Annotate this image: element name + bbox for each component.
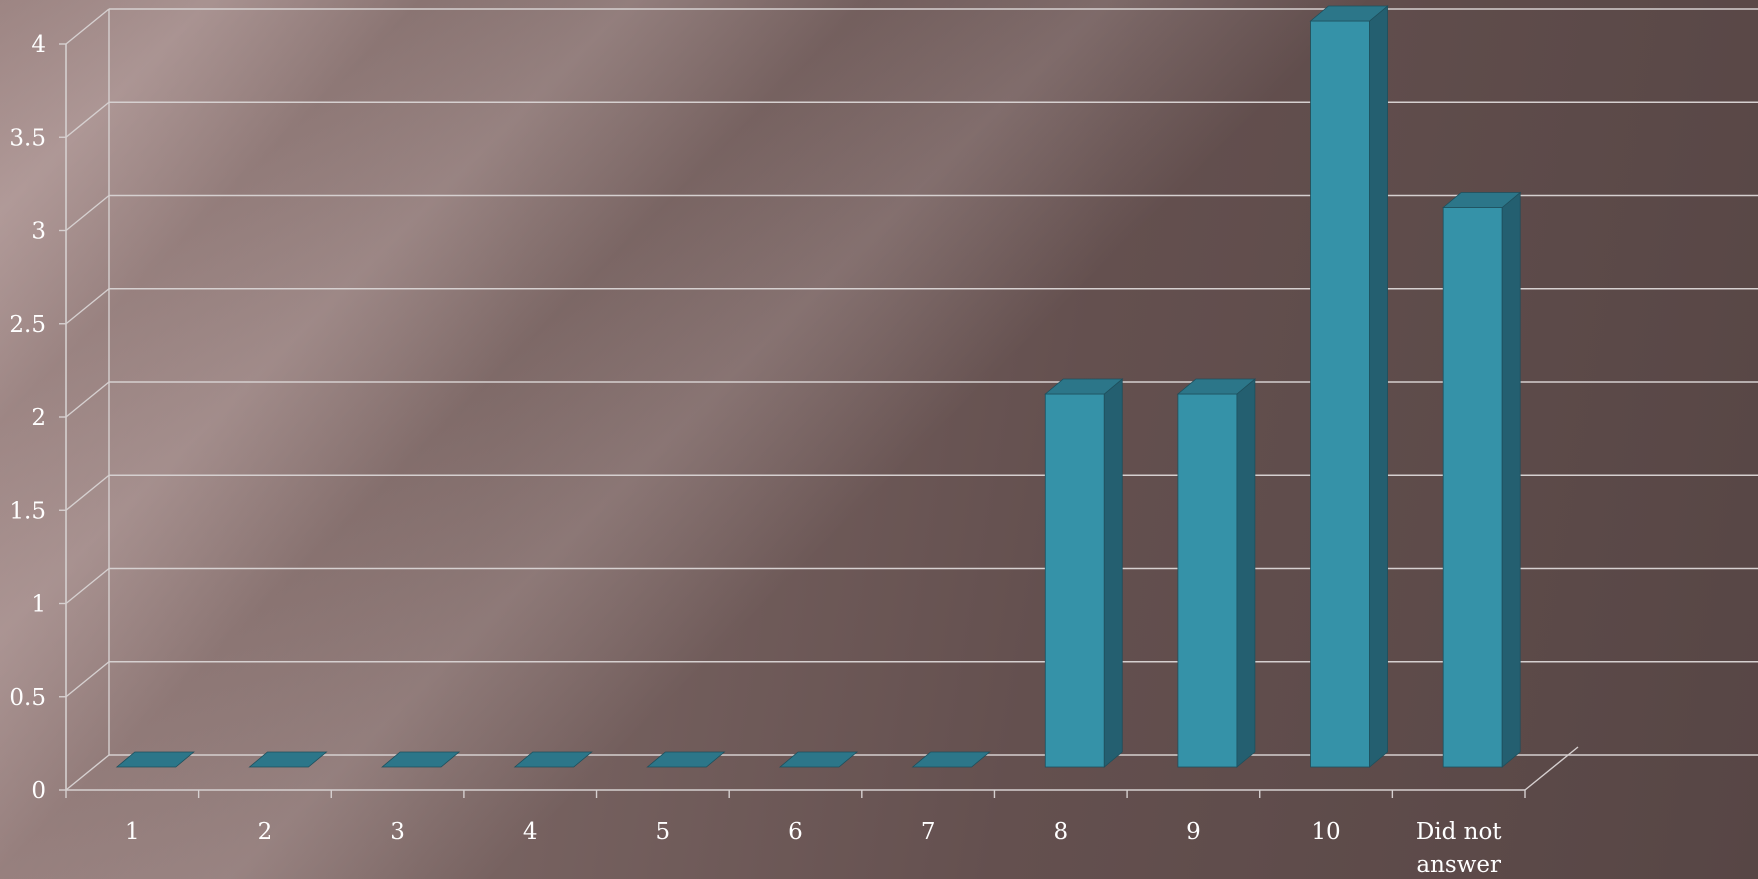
y-tick-label: 0.5 bbox=[9, 685, 46, 711]
bar-top bbox=[380, 751, 461, 768]
x-tick-label: 7 bbox=[921, 819, 936, 845]
bar-side bbox=[1103, 378, 1123, 768]
bar-side bbox=[1369, 5, 1388, 768]
bar bbox=[380, 751, 461, 768]
bar bbox=[1176, 378, 1257, 768]
bar-side bbox=[1501, 191, 1521, 768]
y-tick-label: 0 bbox=[31, 778, 46, 804]
y-tick-label: 4 bbox=[31, 32, 46, 58]
gridline-side bbox=[65, 474, 110, 511]
bar-front bbox=[1044, 393, 1105, 768]
y-tick-label: 3 bbox=[31, 219, 46, 245]
bar bbox=[911, 751, 991, 768]
bar-side bbox=[1236, 378, 1256, 768]
x-tick-label: 5 bbox=[656, 819, 671, 845]
axis-layer bbox=[59, 43, 1579, 798]
x-tick-label: 10 bbox=[1311, 819, 1340, 845]
bar-front bbox=[1310, 20, 1370, 768]
bar-top bbox=[1309, 5, 1389, 22]
gridline-side bbox=[65, 8, 110, 45]
gridline-side bbox=[65, 194, 110, 232]
bar bbox=[1044, 378, 1124, 768]
label-layer: 0 0.5 1 1.5 2 2.5 3 3.5 4 1 2 3 4 5 6 7 8 9 10 Did not answe… bbox=[9, 32, 1502, 878]
bar-top bbox=[1176, 378, 1257, 395]
x-tick-label: 2 bbox=[258, 819, 273, 845]
bar-top bbox=[513, 751, 593, 768]
bar-top bbox=[911, 751, 991, 768]
gridline-side bbox=[65, 567, 110, 605]
gridline-side bbox=[65, 754, 110, 791]
bar bbox=[1442, 191, 1522, 768]
bar-top bbox=[1442, 192, 1522, 208]
y-tick-label: 2 bbox=[31, 405, 46, 431]
x-tick-label: Did not answer bbox=[1416, 819, 1502, 878]
y-tick-label: 1 bbox=[31, 592, 46, 618]
bar-layer bbox=[115, 5, 1522, 768]
bar-top bbox=[646, 751, 726, 768]
bar bbox=[248, 751, 328, 768]
bar-top bbox=[1044, 378, 1124, 395]
bar bbox=[115, 751, 195, 768]
gridline-side bbox=[65, 101, 110, 138]
floor-edge bbox=[1524, 746, 1579, 791]
y-tick-label: 3.5 bbox=[9, 125, 46, 151]
y-tick-label: 1.5 bbox=[9, 498, 46, 524]
bar bbox=[1309, 5, 1389, 768]
y-tick-label: 2.5 bbox=[9, 312, 46, 338]
bar-top bbox=[115, 751, 195, 768]
x-tick-label: 3 bbox=[390, 819, 405, 845]
bar bbox=[513, 751, 593, 768]
bar bbox=[646, 751, 726, 768]
x-tick-label: 4 bbox=[523, 819, 538, 845]
bar-top bbox=[778, 751, 859, 768]
x-tick-label: 6 bbox=[788, 819, 803, 845]
bar-front bbox=[1442, 207, 1503, 768]
bar-top bbox=[248, 751, 328, 768]
gridline-side bbox=[65, 381, 110, 418]
x-tick-label: 1 bbox=[125, 819, 140, 845]
gridline-side bbox=[65, 661, 110, 698]
x-tick-label: 9 bbox=[1186, 819, 1201, 845]
bar bbox=[778, 751, 859, 768]
x-tick-label: 8 bbox=[1053, 819, 1068, 845]
gridline-side bbox=[65, 288, 110, 325]
bar-front bbox=[1177, 393, 1238, 768]
